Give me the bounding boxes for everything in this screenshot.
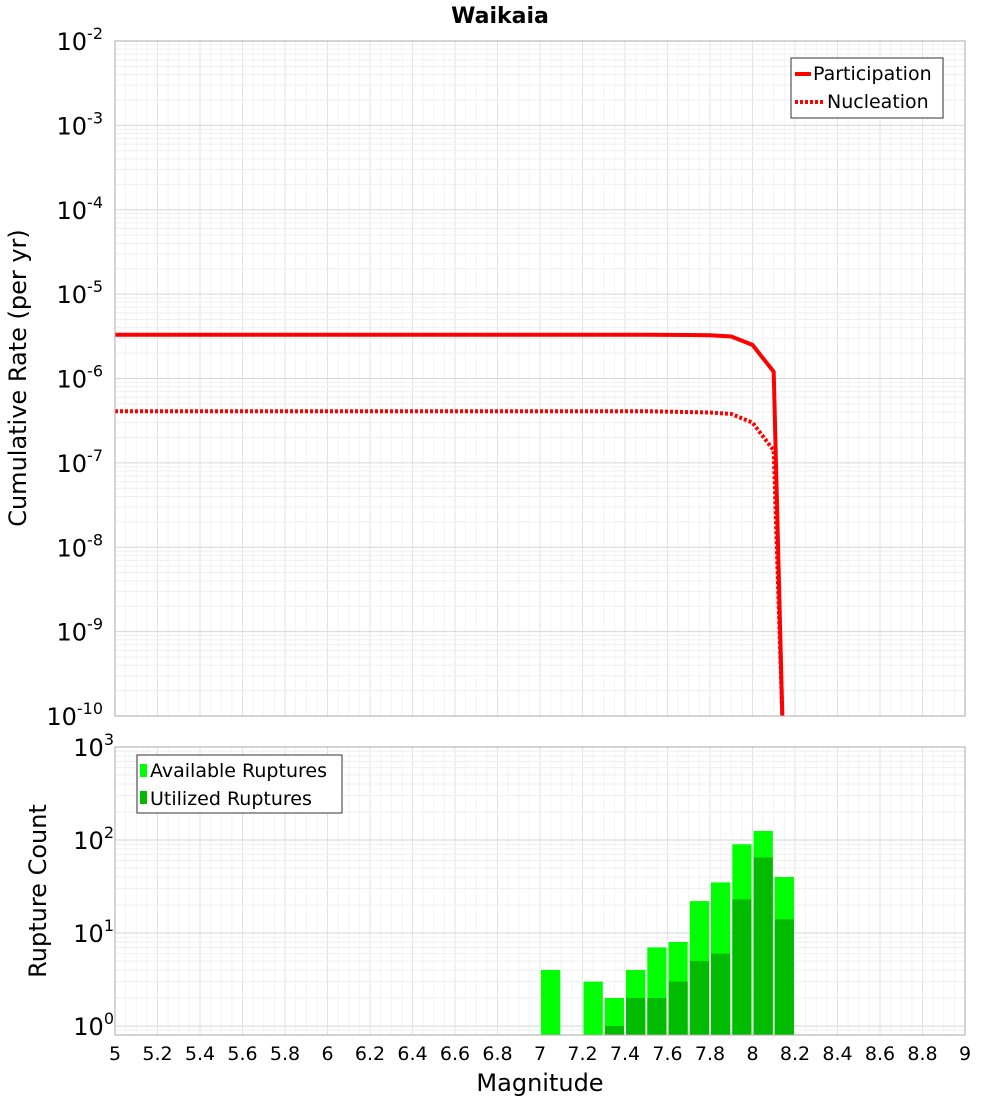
x-tick-label: 8.2 (780, 1043, 810, 1065)
x-tick-label: 8.6 (865, 1043, 895, 1065)
top-y-tick-label: 10-4 (57, 193, 104, 225)
x-tick-label: 5.8 (270, 1043, 300, 1065)
x-tick-label: 6.4 (397, 1043, 427, 1065)
top-y-tick-label: 10-2 (57, 24, 104, 56)
legend-label-available: Available Ruptures (150, 760, 327, 782)
bottom-legend: Available Ruptures Utilized Ruptures (136, 754, 343, 814)
top-y-tick-label: 10-8 (57, 530, 104, 562)
bar-utilized-8 (774, 919, 794, 1035)
series-line-nucleation (115, 409, 785, 717)
bar-utilized-5 (711, 953, 731, 1035)
top-plot-frame (114, 40, 966, 717)
bottom-legend-box (136, 754, 343, 814)
bar-utilized-6 (732, 899, 752, 1035)
x-tick-label: 5.6 (227, 1043, 257, 1065)
chart-title: Waikaia (451, 4, 549, 29)
top-y-tick-label: 10-7 (57, 446, 104, 478)
top-y-tick-label: 10-5 (57, 277, 104, 309)
x-tick-label: 7 (534, 1043, 546, 1065)
x-tick-label: 8.8 (907, 1043, 937, 1065)
bar-utilized-2 (647, 998, 667, 1035)
x-tick-label: 5.4 (185, 1043, 215, 1065)
bottom-y-tick-label: 102 (73, 823, 114, 855)
x-tick-label: 8.4 (822, 1043, 852, 1065)
bottom-y-axis-label: Rupture Count (24, 804, 52, 978)
x-tick-label: 6.2 (355, 1043, 385, 1065)
bar-utilized-1 (626, 998, 646, 1035)
x-tick-label: 7.4 (610, 1043, 640, 1065)
x-axis-label: Magnitude (476, 1069, 603, 1097)
legend-label-utilized: Utilized Ruptures (150, 788, 312, 810)
top-y-tick-label: 10-6 (57, 362, 104, 394)
x-tick-label: 6 (321, 1043, 333, 1065)
x-tick-label: 7.2 (567, 1043, 597, 1065)
x-tick-label: 9 (959, 1043, 971, 1065)
legend-swatch-utilized (140, 791, 147, 804)
bottom-plot-frame (114, 746, 966, 1036)
series-line-participation (115, 332, 785, 717)
bottom-y-tick-label: 101 (73, 916, 114, 948)
bottom-y-tick-label: 100 (73, 1009, 114, 1041)
x-tick-label: 5.2 (142, 1043, 172, 1065)
legend-swatch-available (140, 764, 147, 777)
bar-available-0 (541, 970, 561, 1035)
bar-utilized-3 (668, 981, 688, 1035)
legend-label-nucleation: Nucleation (827, 91, 929, 113)
bottom-y-tick-label: 103 (73, 730, 114, 762)
x-tick-label: 7.6 (652, 1043, 682, 1065)
x-tick-label: 6.8 (482, 1043, 512, 1065)
bar-utilized-7 (753, 857, 773, 1035)
legend-label-participation: Participation (813, 63, 932, 85)
x-tick-label: 6.6 (440, 1043, 470, 1065)
top-legend: Participation Nucleation (790, 57, 944, 119)
top-y-tick-label: 10-9 (57, 615, 104, 647)
top-y-tick-label: 10-3 (57, 108, 104, 140)
bar-utilized-0 (604, 1026, 624, 1035)
x-tick-label: 8 (746, 1043, 758, 1065)
top-y-axis-label: Cumulative Rate (per yr) (4, 229, 32, 527)
top-y-tick-label: 10-10 (46, 699, 103, 731)
bar-utilized-4 (689, 961, 710, 1035)
bar-available-2 (604, 998, 624, 1035)
x-tick-label: 5 (109, 1043, 121, 1065)
bar-available-1 (583, 981, 603, 1035)
x-tick-label: 7.8 (695, 1043, 725, 1065)
top-legend-box (790, 57, 944, 119)
